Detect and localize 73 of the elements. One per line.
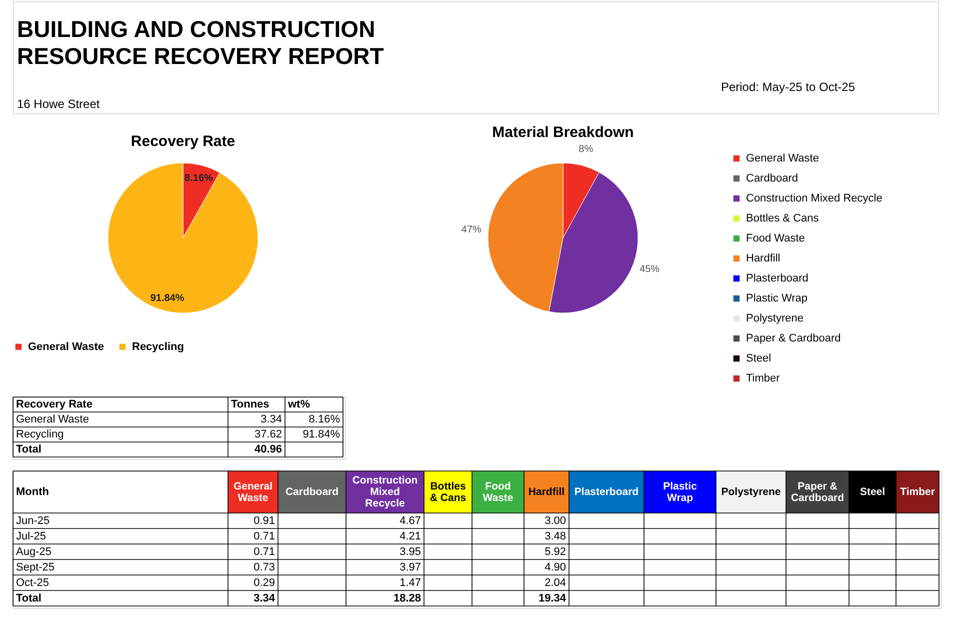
text: BUILDING AND CONSTRUCTION RESOURCE RECOVERY REPORT xyxy=(17,16,384,69)
chart-title: Recovery Rate xyxy=(130,133,236,150)
category-label: Plasterboard xyxy=(574,486,639,498)
text: 3.34 xyxy=(254,592,275,604)
category-label: Hardfill xyxy=(528,486,565,498)
legend-label: Cardboard xyxy=(746,172,798,184)
text: 0.71 xyxy=(254,546,275,558)
data-label: 8% xyxy=(578,144,594,155)
text: 16 Howe Street xyxy=(17,97,100,111)
category-label: General Waste xyxy=(233,480,273,504)
category-label: Jun-25 xyxy=(16,514,50,527)
text: 3.00 xyxy=(544,514,566,527)
category-label: Timber xyxy=(900,486,935,498)
text: Period: May-25 to Oct-25 xyxy=(720,80,856,94)
category-label: Aug-25 xyxy=(16,546,52,558)
text: 37.62 xyxy=(254,428,282,440)
legend-label: Bottles & Cans xyxy=(746,212,820,224)
legend-label: Steel xyxy=(746,352,772,364)
category-label: Tonnes xyxy=(231,398,270,410)
category-label: Polystyrene xyxy=(721,486,781,498)
category-label: Jul-25 xyxy=(16,530,46,542)
legend-label: Food Waste xyxy=(746,232,805,244)
text: 40.96 xyxy=(254,444,282,456)
category-label: Cardboard xyxy=(285,486,339,498)
text: 3.95 xyxy=(400,546,421,558)
legend-label: Polystyrene xyxy=(746,312,804,324)
category-label: Construction Mixed Recycle xyxy=(352,474,418,510)
text: Recovery Rate xyxy=(16,398,92,410)
data-label: 8.16% xyxy=(184,173,214,184)
text: 4.67 xyxy=(400,514,421,527)
text: 18.28 xyxy=(393,592,421,604)
pie-slice xyxy=(108,162,258,314)
text: 91.84% xyxy=(302,428,340,440)
category-label: Paper & Cardboard xyxy=(790,480,844,504)
text: 8.16% xyxy=(308,414,340,426)
legend-label: Hardfill xyxy=(746,252,780,264)
text: 3.48 xyxy=(544,530,566,542)
legend-label: Recycling xyxy=(132,340,184,353)
category-label: Food Waste xyxy=(482,480,514,504)
text: 2.04 xyxy=(544,576,566,589)
category-label: Recycling xyxy=(16,428,64,440)
category-label: Bottles & Cans xyxy=(430,480,466,504)
text: Month xyxy=(16,486,50,498)
text: 0.29 xyxy=(254,576,275,589)
category-label: Total xyxy=(16,592,42,604)
text: 19.34 xyxy=(538,592,566,604)
text: 0.71 xyxy=(254,530,275,542)
category-label: Steel xyxy=(860,486,886,498)
category-label: Plastic Wrap xyxy=(663,480,698,504)
legend-label: Plastic Wrap xyxy=(746,292,808,304)
category-label: wt% xyxy=(287,398,310,410)
category-label: General Waste xyxy=(16,414,89,426)
text: 4.90 xyxy=(544,561,566,574)
text: 0.91 xyxy=(254,514,275,527)
category-label: Sept-25 xyxy=(16,561,55,574)
text: 5.92 xyxy=(544,546,566,558)
text: 1.47 xyxy=(400,576,421,589)
text: 0.73 xyxy=(254,561,275,574)
data-label: 45% xyxy=(640,264,660,276)
chart-title: Material Breakdown xyxy=(492,124,634,141)
legend-label: Construction Mixed Recycle xyxy=(746,192,882,204)
legend-label: General Waste xyxy=(746,152,819,164)
legend-label: Paper & Cardboard xyxy=(746,332,841,344)
text: 3.97 xyxy=(400,561,421,574)
category-label: Oct-25 xyxy=(16,576,50,589)
text: 4.21 xyxy=(400,530,421,542)
text: 3.34 xyxy=(260,414,282,426)
legend-label: Plasterboard xyxy=(746,272,808,284)
category-label: Total xyxy=(16,444,42,456)
legend-label: General Waste xyxy=(28,340,104,353)
data-label: 91.84% xyxy=(150,292,184,304)
data-label: 47% xyxy=(461,224,482,236)
legend-label: Timber xyxy=(746,372,780,384)
